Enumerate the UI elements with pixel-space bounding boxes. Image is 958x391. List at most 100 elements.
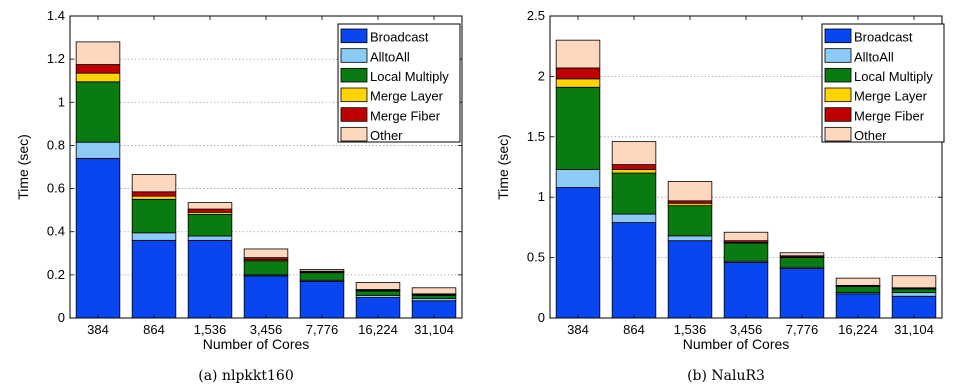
legend-swatch: [340, 87, 368, 103]
bar-segment-other: [243, 248, 289, 259]
y-tick-label: 0.5: [527, 250, 545, 265]
figure-caption: (a) nlpkkt160: [198, 368, 294, 384]
bar-segment-other: [299, 269, 345, 272]
legend-entry-label: Merge Layer: [370, 89, 444, 104]
bar-segment-merge-fiber: [131, 191, 177, 197]
legend-swatch: [824, 87, 852, 103]
legend-entry-label: Broadcast: [370, 30, 429, 45]
bar-segment-local-multiply: [75, 81, 121, 143]
legend-box: [337, 23, 461, 143]
bar-segment-local-multiply: [891, 288, 937, 294]
legend: Broadcast AlltoAll Local Multiply Merge Lay…: [337, 23, 461, 143]
bar-segment-alltoall: [75, 141, 121, 159]
y-tick-label: 1.5: [527, 129, 545, 144]
legend-entry-label: Merge Fiber: [370, 108, 441, 123]
bar-segment-merge-layer: [611, 169, 657, 174]
x-tick-label: 864: [143, 322, 165, 337]
bar-segment-broadcast: [131, 239, 177, 319]
bar-segment-alltoall: [555, 169, 601, 188]
bar-segment-broadcast: [75, 157, 121, 319]
bar-segment-local-multiply: [779, 257, 825, 268]
bar-segment-local-multiply: [555, 86, 601, 170]
x-tick-label: 7,776: [786, 322, 819, 337]
y-tick-label: 1: [538, 189, 545, 204]
bar-segment-broadcast: [667, 240, 713, 319]
y-axis-label: Time (sec): [495, 134, 511, 200]
legend-entry-label: Local Multiply: [370, 69, 449, 84]
legend-swatch: [824, 126, 852, 142]
y-tick-label: 0.4: [47, 224, 65, 239]
y-tick-label: 2: [538, 68, 545, 83]
legend-swatch: [340, 107, 368, 122]
bar-segment-alltoall: [611, 213, 657, 223]
x-tick-label: 1,536: [674, 322, 707, 337]
bar-segment-merge-fiber: [75, 64, 121, 74]
bar-segment-other: [411, 287, 457, 295]
bar-segment-merge-layer: [131, 195, 177, 200]
bar-segment-other: [355, 282, 401, 290]
bar-segment-other: [611, 141, 657, 165]
bar-segment-other: [667, 181, 713, 202]
x-tick-label: 1,536: [194, 322, 227, 337]
y-tick-label: 0.6: [47, 181, 65, 196]
legend-swatch: [824, 48, 852, 63]
legend-entry-label: Local Multiply: [854, 69, 933, 84]
bar-segment-local-multiply: [299, 272, 345, 281]
x-tick-label: 16,224: [358, 322, 398, 337]
y-tick-label: 1: [58, 94, 65, 109]
bar-segment-other: [187, 202, 233, 210]
chart-panel-1: 384 864 1,536 3,456 7,776 16,224 31,104 0 0.2 0.4…: [15, 8, 463, 384]
bar-segment-other: [779, 252, 825, 257]
bar-segment-other: [75, 41, 121, 65]
figure-caption: (b) NaluR3: [687, 368, 765, 384]
bar-segment-broadcast: [723, 262, 769, 319]
y-tick-label: 0: [538, 310, 545, 325]
bar-segment-other: [555, 39, 601, 69]
y-tick-label: 0: [58, 310, 65, 325]
bar-segment-local-multiply: [611, 172, 657, 215]
bar-segment-other: [723, 231, 769, 242]
bar-segment-local-multiply: [411, 294, 457, 299]
legend-entry-label: Merge Fiber: [854, 108, 925, 123]
x-tick-label: 864: [623, 322, 645, 337]
bar-segment-other: [891, 275, 937, 289]
x-tick-label: 3,456: [730, 322, 763, 337]
chart-panel-2: 384 864 1,536 3,456 7,776 16,224 31,104 0 0.5 1 1.…: [495, 8, 945, 384]
y-axis-label: Time (sec): [15, 134, 31, 200]
legend-swatch: [340, 67, 368, 83]
legend-box: [821, 23, 945, 143]
legend-swatch: [340, 48, 368, 63]
legend-swatch: [824, 67, 852, 83]
bar-segment-merge-fiber: [555, 67, 601, 80]
x-tick-label: 384: [87, 322, 109, 337]
x-tick-label: 31,104: [894, 322, 934, 337]
bar-segment-broadcast: [835, 293, 881, 319]
bar-segment-merge-fiber: [611, 164, 657, 170]
bar-segment-broadcast: [779, 268, 825, 319]
legend-entry-label: Merge Layer: [854, 89, 928, 104]
x-axis-label: Number of Cores: [683, 336, 790, 352]
x-tick-label: 16,224: [838, 322, 878, 337]
y-tick-label: 1.2: [47, 51, 65, 66]
bar-segment-merge-fiber: [187, 208, 233, 213]
x-tick-label: 7,776: [306, 322, 339, 337]
bar-segment-alltoall: [187, 235, 233, 241]
bar-segment-merge-layer: [555, 78, 601, 88]
legend-entry-label: AlltoAll: [854, 49, 894, 64]
y-tick-label: 2.5: [527, 8, 545, 23]
legend-entry-label: Broadcast: [854, 30, 913, 45]
plot-frame: [549, 15, 943, 319]
legend: Broadcast AlltoAll Local Multiply Merge Lay…: [821, 23, 945, 143]
bar-segment-local-multiply: [723, 242, 769, 262]
bar-segment-local-multiply: [187, 214, 233, 237]
bar-segment-local-multiply: [667, 205, 713, 237]
plot-frame: [69, 15, 463, 319]
x-tick-label: 384: [567, 322, 589, 337]
bar-segment-alltoall: [667, 235, 713, 242]
legend-swatch: [340, 28, 368, 44]
x-axis-label: Number of Cores: [203, 336, 310, 352]
bar-segment-local-multiply: [243, 260, 289, 276]
bar-segment-alltoall: [891, 292, 937, 297]
bar-segment-other: [131, 174, 177, 193]
